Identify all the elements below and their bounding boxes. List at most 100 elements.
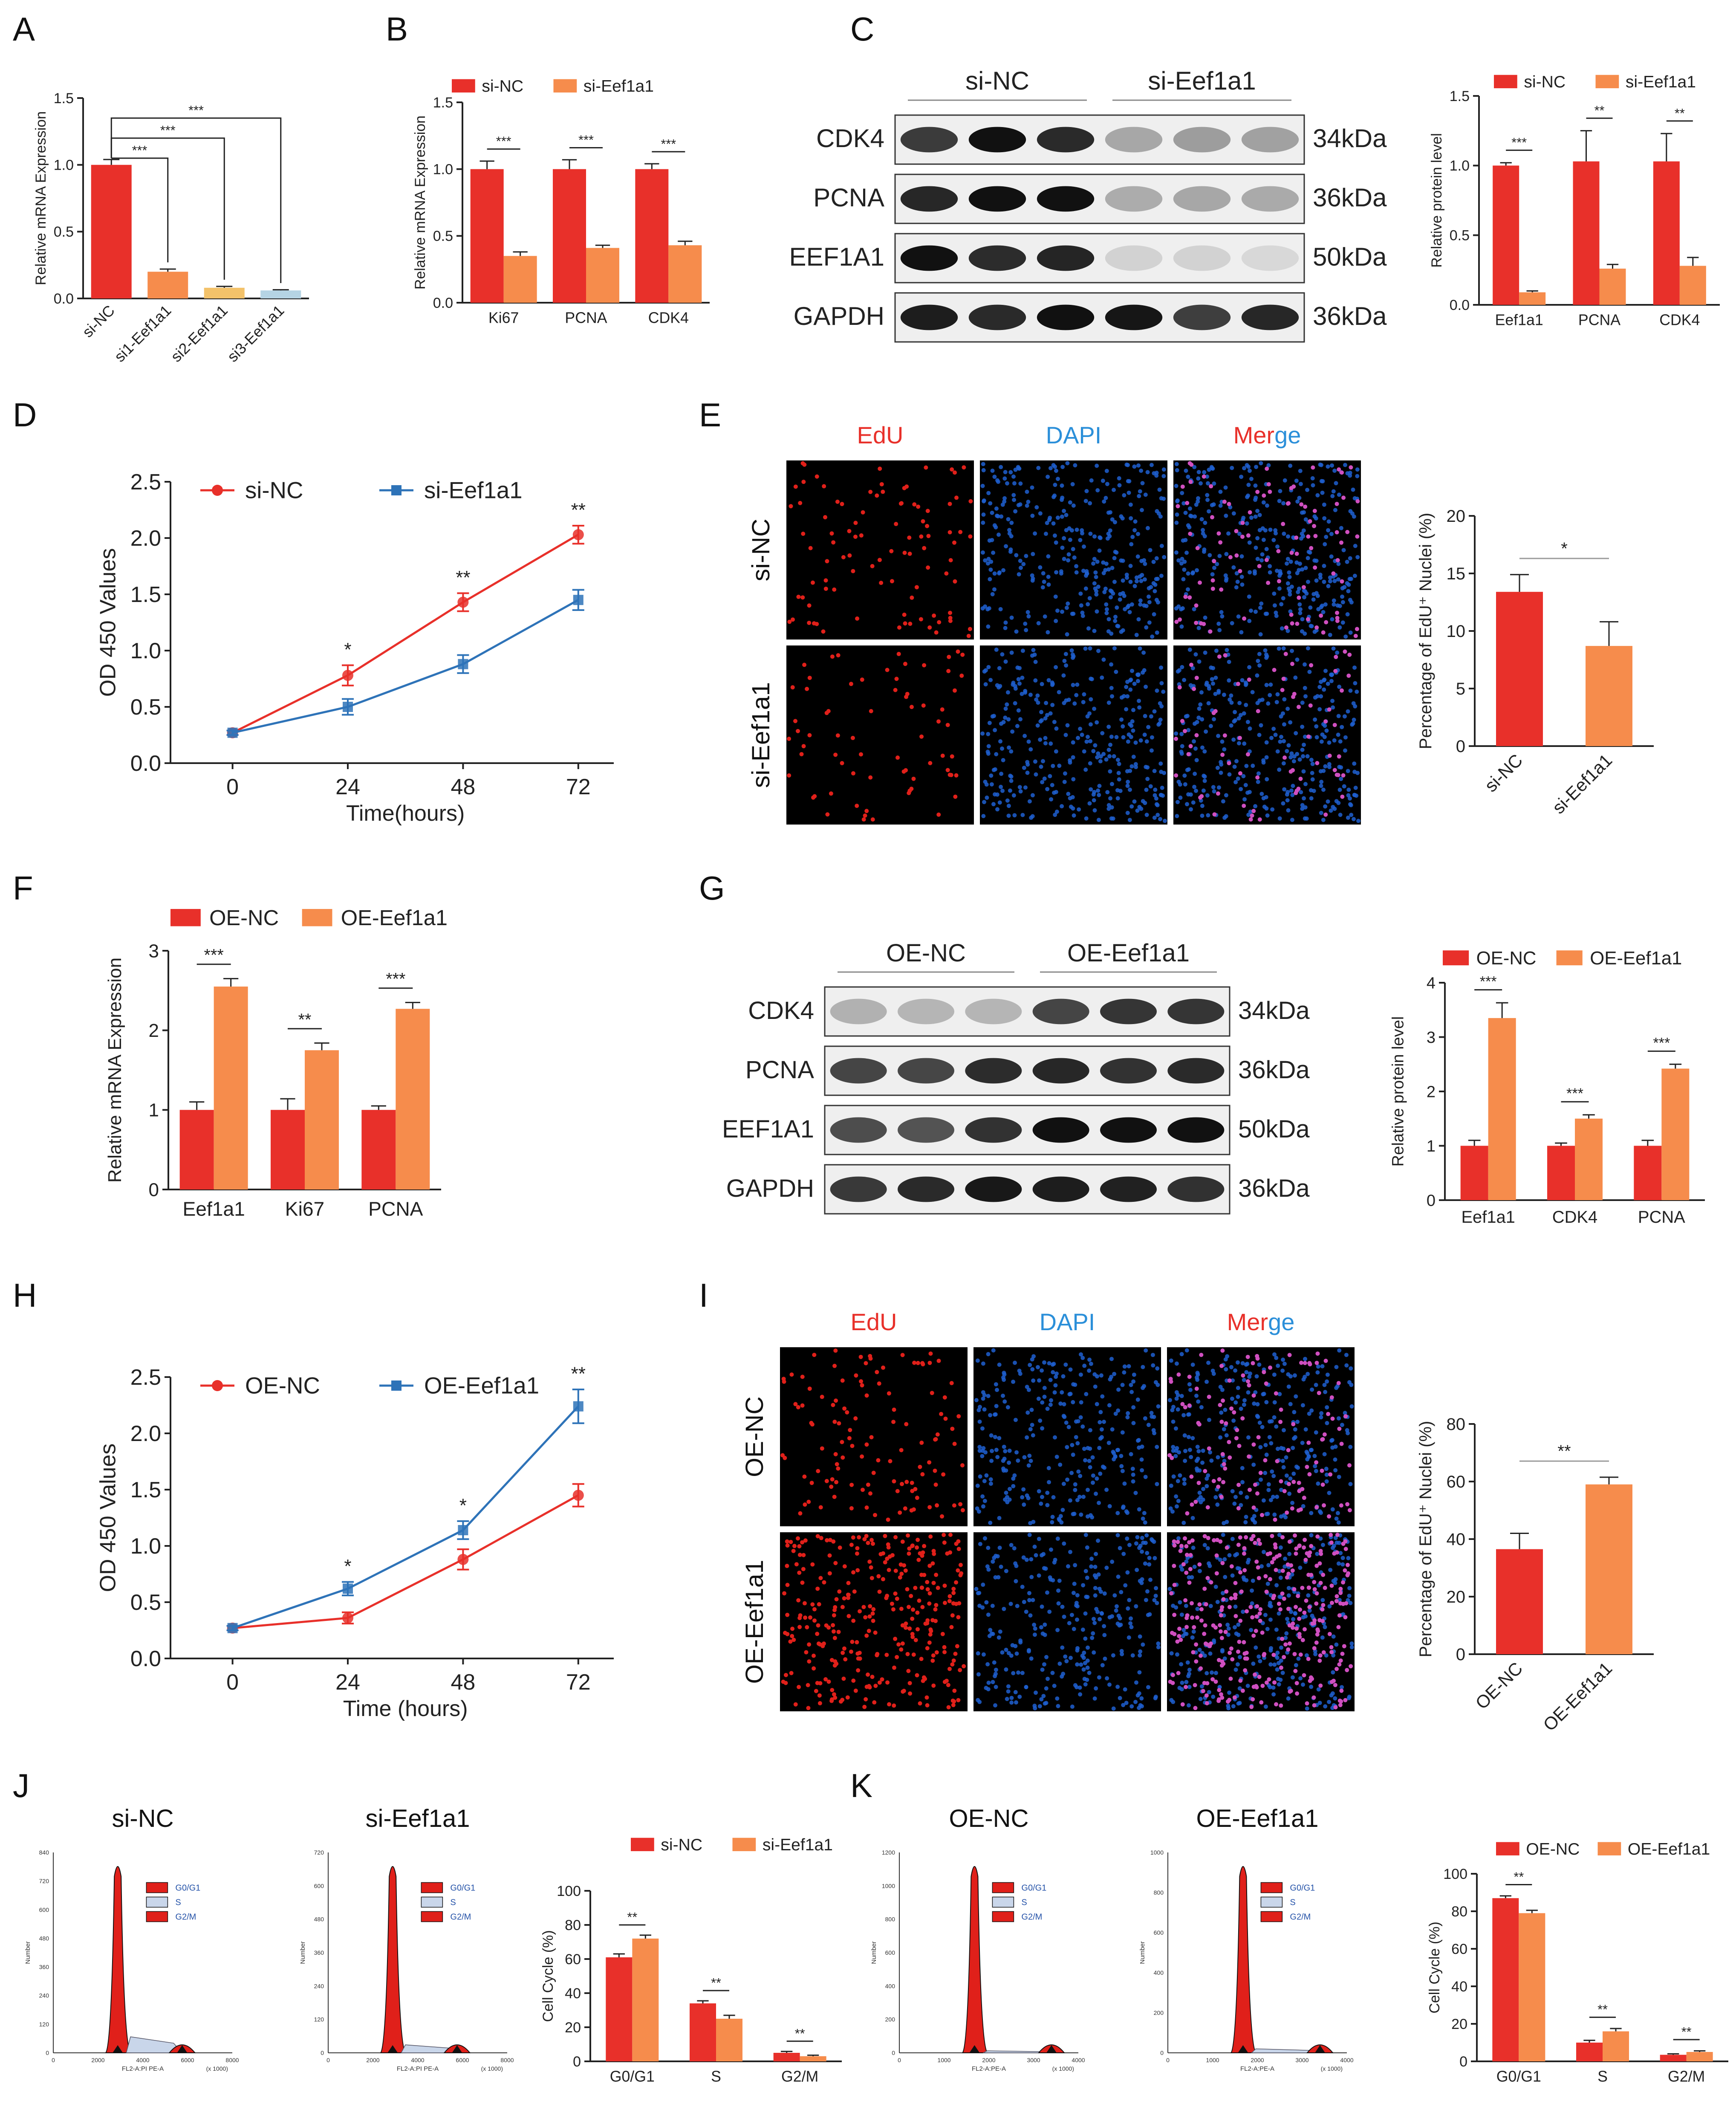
nucleus-dapi (1314, 1383, 1318, 1387)
nucleus-dapi (1096, 818, 1101, 822)
nucleus-merge (1264, 1381, 1268, 1386)
nucleus-dapi (1279, 1645, 1284, 1650)
nucleus-dapi (1220, 1591, 1225, 1595)
nucleus-edu (864, 1505, 869, 1510)
nucleus-dapi (1215, 1502, 1220, 1507)
y-tick-label: 100 (557, 1883, 581, 1899)
nucleus-merge (1214, 1571, 1219, 1576)
channel-label-merge: Merge (1233, 422, 1301, 449)
nucleus-dapi (1062, 659, 1067, 663)
nucleus-edu (942, 1395, 947, 1400)
nucleus-edu (930, 1561, 935, 1566)
nucleus-dapi (1315, 694, 1320, 698)
y-tick-label: 0.0 (130, 1647, 161, 1671)
nucleus-merge (1353, 634, 1358, 638)
nucleus-dapi (1142, 1511, 1147, 1516)
nucleus-dapi (1118, 597, 1122, 602)
nucleus-edu (921, 703, 926, 708)
nucleus-dapi (1260, 552, 1265, 557)
nucleus-dapi (1032, 652, 1037, 657)
nucleus-dapi (1003, 470, 1008, 475)
nucleus-dapi (1104, 607, 1109, 612)
nucleus-dapi (1083, 1611, 1088, 1616)
nucleus-dapi (1052, 1390, 1057, 1395)
nucleus-merge (1291, 695, 1296, 699)
nucleus-edu (856, 1668, 861, 1673)
nucleus-merge (1306, 1572, 1311, 1577)
nucleus-dapi (1116, 1574, 1121, 1579)
nucleus-dapi (1144, 787, 1149, 792)
nucleus-dapi (1021, 1487, 1026, 1492)
nucleus-dapi (1343, 1411, 1347, 1415)
nucleus-merge (1290, 1625, 1295, 1630)
g0g1-peak (380, 1866, 407, 2053)
nucleus-dapi (1347, 1594, 1352, 1598)
nucleus-merge (1223, 653, 1228, 657)
nucleus-merge (1223, 1466, 1228, 1471)
nucleus-edu (861, 1487, 865, 1492)
nucleus-dapi (1210, 1369, 1215, 1373)
nucleus-dapi (1186, 728, 1191, 732)
nucleus-dapi (1088, 1428, 1092, 1432)
nucleus-dapi (1254, 1645, 1258, 1650)
nucleus-dapi (1239, 575, 1244, 579)
nucleus-merge (1297, 1481, 1301, 1485)
nucleus-dapi (1062, 1415, 1067, 1419)
nucleus-edu (803, 1538, 808, 1543)
nucleus-dapi (1057, 1661, 1062, 1666)
nucleus-dapi (994, 647, 999, 652)
legend-label: OE-NC (1526, 1840, 1580, 1858)
nucleus-dapi (1147, 1556, 1152, 1560)
nucleus-dapi (1155, 1600, 1159, 1605)
nucleus-dapi (1138, 574, 1142, 579)
nucleus-dapi (1237, 1701, 1242, 1705)
nucleus-edu (815, 1632, 820, 1636)
nucleus-dapi (1001, 720, 1006, 724)
flow-legend-swatch (992, 1896, 1014, 1908)
nucleus-dapi (1114, 735, 1119, 740)
nucleus-dapi (1319, 739, 1324, 744)
nucleus-merge (1282, 1489, 1287, 1493)
nucleus-dapi (1337, 1348, 1342, 1353)
nucleus-edu (838, 1699, 843, 1704)
blot-band (830, 1058, 887, 1084)
nucleus-dapi (1313, 1464, 1317, 1469)
nucleus-dapi (1187, 1667, 1192, 1672)
nucleus-dapi (1245, 1684, 1250, 1688)
nucleus-dapi (1014, 1651, 1019, 1656)
nucleus-dapi (1307, 1411, 1311, 1416)
nucleus-dapi (1063, 1654, 1068, 1659)
nucleus-dapi (1131, 708, 1135, 712)
bar-OE-Eef1a1 (1603, 2031, 1629, 2061)
nucleus-dapi (1020, 813, 1025, 817)
nucleus-dapi (1298, 607, 1303, 612)
nucleus-merge (1280, 1637, 1285, 1641)
nucleus-edu (940, 1632, 945, 1636)
nucleus-dapi (1287, 1491, 1292, 1496)
nucleus-edu (781, 1679, 786, 1684)
nucleus-dapi (1280, 1670, 1285, 1675)
nucleus-merge (1184, 1570, 1189, 1575)
nucleus-dapi (1272, 1512, 1277, 1517)
blot-size-label: 34kDa (1313, 124, 1387, 153)
nucleus-dapi (1181, 501, 1186, 506)
legend-swatch (1595, 75, 1619, 88)
nucleus-edu (849, 1482, 854, 1487)
nucleus-dapi (1345, 1428, 1349, 1432)
nucleus-edu (797, 1570, 802, 1575)
nucleus-merge (1246, 1379, 1251, 1383)
nucleus-dapi (1098, 535, 1102, 540)
nucleus-dapi (988, 1477, 993, 1482)
nucleus-dapi (1176, 669, 1180, 674)
nucleus-merge (1341, 1601, 1346, 1606)
nucleus-merge (1227, 761, 1231, 766)
nucleus-merge (1221, 1480, 1226, 1485)
nucleus-edu (922, 546, 927, 550)
nucleus-merge (1194, 1642, 1199, 1647)
nucleus-dapi (1196, 1449, 1201, 1453)
nucleus-dapi (1133, 519, 1138, 524)
legend-swatch (1496, 1842, 1519, 1855)
nucleus-dapi (1255, 1402, 1260, 1406)
nucleus-merge (1228, 1676, 1233, 1681)
